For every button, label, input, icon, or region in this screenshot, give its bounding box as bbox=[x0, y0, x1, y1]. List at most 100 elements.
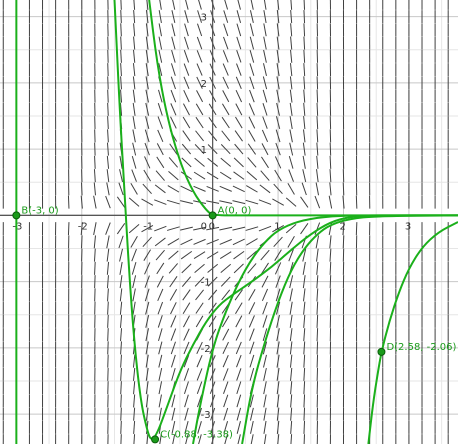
slope-segment bbox=[145, 116, 150, 130]
slope-segment bbox=[263, 367, 267, 381]
slope-segment bbox=[93, 222, 97, 236]
slope-segment bbox=[302, 169, 307, 183]
slope-segment bbox=[145, 36, 149, 50]
slope-segment bbox=[276, 63, 280, 77]
slope-segment bbox=[172, 0, 176, 10]
slope-segment bbox=[120, 367, 122, 381]
slope-segment bbox=[155, 170, 165, 181]
slope-segment bbox=[144, 156, 151, 169]
slope-segment bbox=[132, 89, 136, 103]
slope-segment bbox=[276, 367, 280, 381]
y-tick-label: -3 bbox=[201, 410, 211, 421]
slope-segment bbox=[329, 248, 332, 262]
slope-segment bbox=[221, 130, 231, 142]
slope-segment bbox=[287, 236, 295, 248]
slope-segment bbox=[120, 0, 122, 10]
slope-segment bbox=[145, 23, 149, 37]
slope-segment bbox=[120, 63, 122, 77]
slope-segment bbox=[263, 49, 267, 63]
slope-segment bbox=[168, 250, 179, 260]
slope-segment bbox=[276, 36, 280, 50]
slope-segment bbox=[170, 302, 177, 315]
slope-segment bbox=[316, 89, 319, 103]
slope-segment bbox=[246, 250, 258, 260]
slope-segment bbox=[223, 23, 229, 37]
slope-segment bbox=[289, 341, 293, 355]
slope-segment bbox=[67, 222, 70, 236]
slope-segment bbox=[183, 89, 190, 103]
slope-segment bbox=[355, 195, 358, 209]
slope-segment bbox=[120, 354, 122, 368]
slope-segment bbox=[195, 130, 204, 142]
x-tick-label: -1 bbox=[143, 221, 153, 232]
y-tick-label: -1 bbox=[201, 278, 211, 289]
slope-segment bbox=[185, 0, 189, 10]
slope-segment bbox=[276, 89, 280, 103]
slope-segment bbox=[302, 261, 306, 275]
slope-segment bbox=[303, 341, 306, 355]
slope-segment bbox=[120, 23, 122, 37]
slope-segment bbox=[235, 341, 242, 355]
slope-segment bbox=[236, 368, 242, 381]
slope-segment bbox=[146, 434, 149, 444]
slope-segment bbox=[248, 315, 255, 328]
slope-segment bbox=[193, 238, 206, 245]
slope-segment bbox=[302, 248, 307, 262]
slope-segment bbox=[154, 225, 167, 232]
slope-segment bbox=[170, 103, 177, 116]
slope-segment bbox=[197, 10, 202, 23]
slope-segment bbox=[290, 23, 293, 37]
slope-segment bbox=[272, 198, 285, 206]
slope-segment bbox=[276, 341, 280, 355]
slope-segment bbox=[106, 248, 110, 262]
slope-segment bbox=[277, 0, 280, 10]
slope-segment bbox=[145, 328, 149, 342]
slope-segment bbox=[141, 198, 154, 206]
slope-segment bbox=[80, 235, 83, 249]
x-tick-label: -2 bbox=[78, 221, 88, 232]
slope-segment bbox=[316, 102, 319, 116]
slope-segment bbox=[198, 0, 202, 10]
slope-segment bbox=[144, 129, 150, 143]
slope-segment bbox=[316, 129, 319, 143]
slope-segment bbox=[273, 236, 283, 248]
slope-segment bbox=[342, 182, 345, 196]
slope-segment bbox=[232, 226, 246, 231]
slope-segment bbox=[316, 169, 319, 183]
slope-segment bbox=[263, 354, 267, 368]
slope-segment bbox=[303, 89, 306, 103]
slope-segment bbox=[171, 23, 176, 37]
slope-segment bbox=[132, 116, 136, 130]
slope-segment bbox=[316, 288, 319, 302]
slope-segment bbox=[116, 223, 126, 235]
slope-segment bbox=[258, 199, 272, 205]
slope-segment bbox=[260, 249, 270, 261]
slope-segment bbox=[288, 169, 294, 182]
slope-segment bbox=[170, 89, 177, 103]
point-b bbox=[12, 211, 21, 220]
slope-segment bbox=[106, 275, 109, 289]
slope-segment bbox=[263, 394, 267, 408]
slope-segment bbox=[249, 341, 255, 355]
slope-segment bbox=[233, 171, 245, 180]
slope-segment bbox=[195, 302, 204, 314]
slope-segment bbox=[133, 49, 136, 63]
slope-segment bbox=[275, 142, 281, 156]
slope-segment bbox=[80, 195, 83, 209]
slope-segment bbox=[168, 170, 179, 181]
slope-segment bbox=[219, 226, 233, 231]
slope-segment bbox=[120, 76, 122, 90]
slope-segment bbox=[222, 50, 229, 63]
slope-segment bbox=[235, 76, 242, 90]
y-tick-label: 2 bbox=[201, 79, 207, 90]
slope-segment bbox=[223, 421, 229, 434]
slope-segment bbox=[158, 63, 163, 77]
slope-segment bbox=[300, 196, 309, 208]
slope-segment bbox=[141, 225, 154, 233]
slope-segment bbox=[258, 225, 272, 232]
slope-segment bbox=[220, 276, 231, 287]
slope-segment bbox=[262, 341, 268, 355]
slope-segment bbox=[262, 103, 268, 116]
slope-segment bbox=[222, 90, 230, 103]
slope-segment bbox=[329, 182, 332, 196]
